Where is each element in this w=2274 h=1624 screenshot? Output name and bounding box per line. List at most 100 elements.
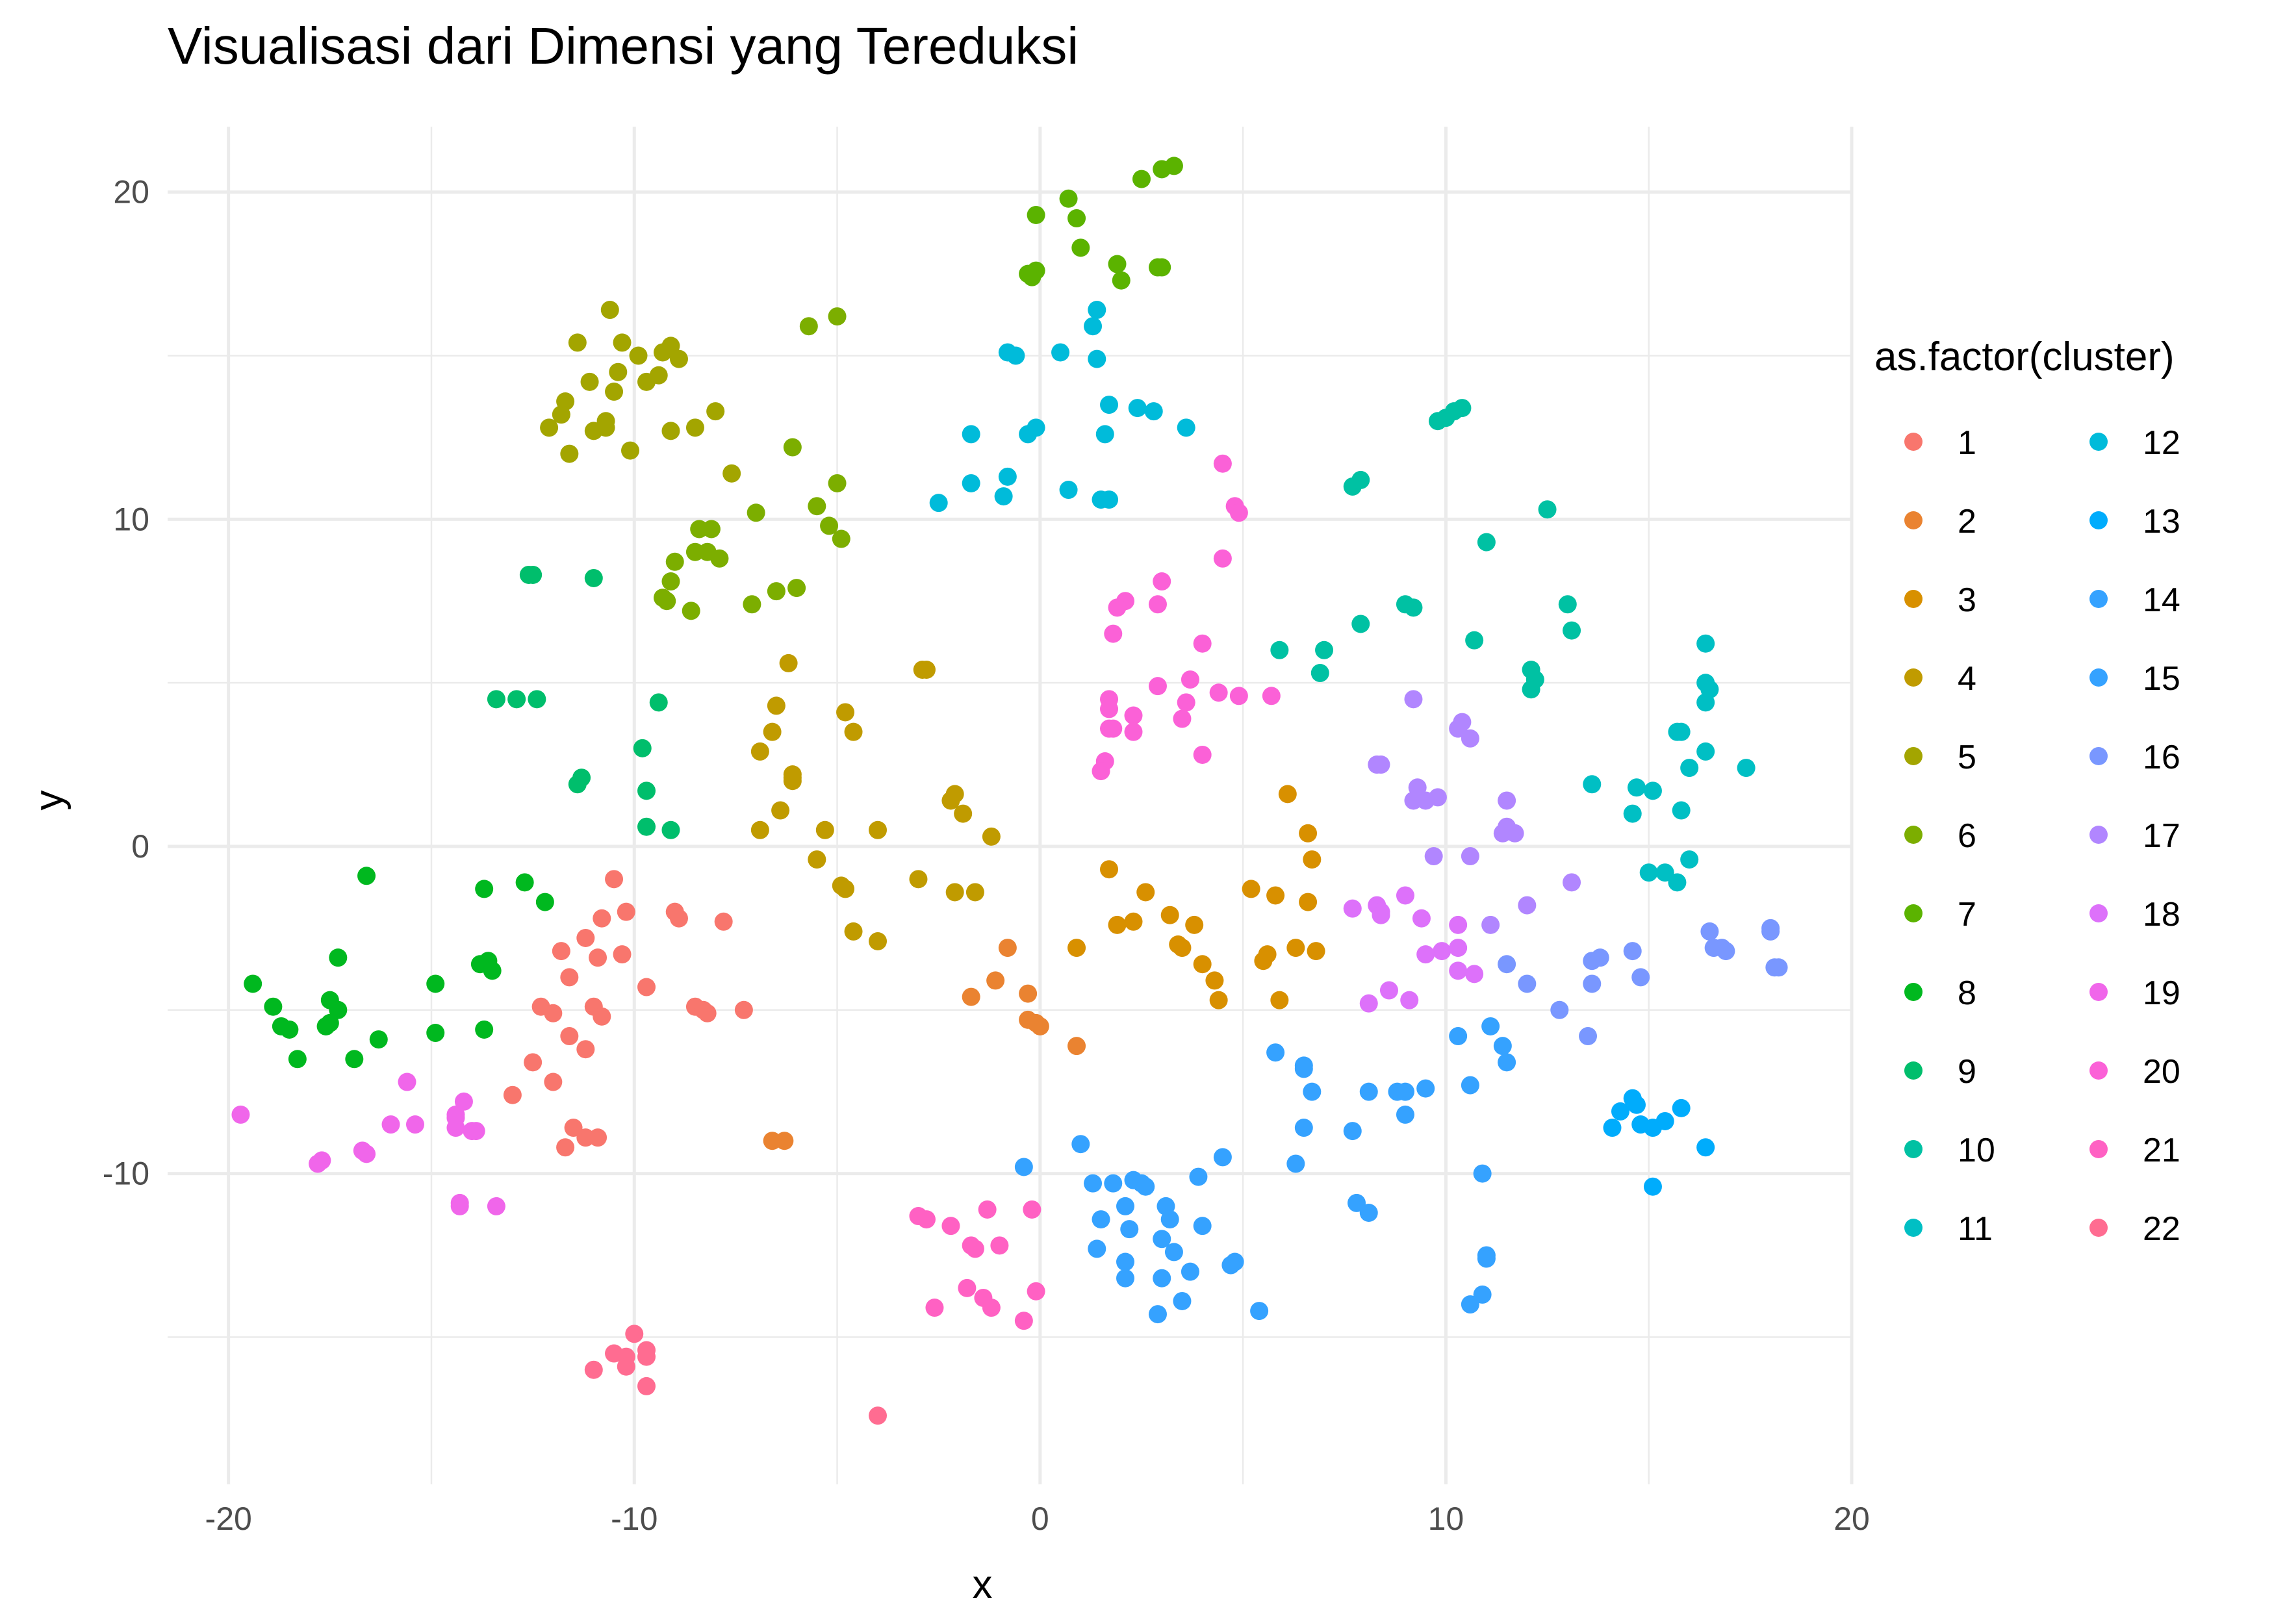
data-point xyxy=(1372,906,1390,924)
y-tick-label: -10 xyxy=(103,1156,149,1192)
data-point xyxy=(1164,157,1183,175)
data-point xyxy=(828,307,847,326)
data-point xyxy=(1014,1312,1033,1330)
data-point xyxy=(1144,402,1163,421)
legend-key xyxy=(1904,511,1923,529)
legend-key xyxy=(1904,1140,1923,1158)
data-point xyxy=(1027,418,1045,437)
data-point xyxy=(450,1193,469,1212)
data-point xyxy=(609,362,628,381)
data-point xyxy=(763,1132,782,1150)
data-point xyxy=(1579,1027,1598,1046)
data-point xyxy=(244,974,262,993)
data-point xyxy=(832,529,850,548)
data-point xyxy=(1071,238,1090,257)
data-point xyxy=(1299,824,1318,843)
data-point xyxy=(584,1360,603,1379)
data-point xyxy=(1059,481,1078,500)
data-point xyxy=(1173,709,1192,728)
data-point xyxy=(820,516,839,535)
data-point xyxy=(1518,974,1537,993)
data-point xyxy=(1213,454,1232,473)
series-22 xyxy=(584,1325,888,1425)
legend-label: 15 xyxy=(2143,660,2180,698)
data-point xyxy=(576,1040,595,1059)
data-point xyxy=(568,333,587,352)
series-7 xyxy=(1019,157,1183,290)
data-point xyxy=(698,1004,717,1022)
data-point xyxy=(990,1236,1009,1255)
data-point xyxy=(1359,994,1378,1013)
data-point xyxy=(1027,205,1045,224)
legend-label: 14 xyxy=(2143,581,2180,619)
data-point xyxy=(808,850,826,869)
data-point xyxy=(1108,255,1127,273)
data-point xyxy=(1148,595,1167,614)
data-point xyxy=(1518,896,1537,915)
data-point xyxy=(617,902,635,921)
data-point xyxy=(1153,1230,1171,1249)
series-14 xyxy=(1014,1017,1516,1324)
data-point xyxy=(1294,1059,1313,1078)
data-point xyxy=(524,1053,543,1072)
data-point xyxy=(1433,942,1451,961)
data-point xyxy=(1449,939,1468,958)
data-point xyxy=(1169,935,1188,954)
data-point xyxy=(1449,1027,1468,1046)
series-2 xyxy=(763,939,1086,1150)
data-point xyxy=(625,1325,644,1343)
series-6 xyxy=(653,307,850,620)
data-point xyxy=(783,772,802,791)
legend-key xyxy=(2089,1219,2108,1237)
y-axis: -10 0 10 20 xyxy=(103,174,149,1192)
series-13 xyxy=(1603,1089,1715,1196)
data-point xyxy=(1672,801,1691,820)
data-point xyxy=(1088,1239,1106,1258)
data-point xyxy=(1498,955,1516,974)
data-point xyxy=(1242,880,1260,898)
data-point xyxy=(1563,621,1581,640)
legend-item-21: 21 xyxy=(2089,1132,2180,1169)
data-point xyxy=(1148,677,1167,696)
series-20 xyxy=(1092,454,1281,781)
data-point xyxy=(945,883,964,902)
data-point xyxy=(1343,899,1362,918)
data-point xyxy=(475,880,494,898)
data-point xyxy=(1303,1082,1322,1101)
legend-label: 1 xyxy=(1958,424,1976,462)
data-point xyxy=(1250,1302,1269,1321)
data-point xyxy=(1193,955,1212,974)
legend-key xyxy=(2089,590,2108,608)
data-point xyxy=(1116,1197,1135,1215)
data-point xyxy=(1696,742,1715,761)
data-point xyxy=(1655,1111,1674,1130)
data-point xyxy=(475,1020,494,1039)
series-17 xyxy=(1368,690,1581,934)
data-point xyxy=(1229,503,1248,522)
data-point xyxy=(1591,948,1609,967)
data-point xyxy=(917,661,936,679)
data-point xyxy=(1173,1291,1192,1310)
data-point xyxy=(750,742,769,761)
data-point xyxy=(1108,598,1127,617)
data-point xyxy=(231,1105,250,1124)
legend-label: 13 xyxy=(2143,503,2180,540)
legend-item-7: 7 xyxy=(1904,896,1976,933)
data-point xyxy=(1128,399,1147,418)
data-point xyxy=(1396,886,1414,905)
legend-label: 20 xyxy=(2143,1053,2180,1091)
data-point xyxy=(1084,317,1103,336)
data-point xyxy=(1550,1000,1569,1019)
data-point xyxy=(962,474,980,492)
data-point xyxy=(1696,634,1715,653)
data-point xyxy=(1205,971,1224,990)
data-point xyxy=(381,1115,400,1134)
legend-item-4: 4 xyxy=(1904,660,1976,698)
data-point xyxy=(1160,1210,1179,1229)
data-point xyxy=(1153,1269,1171,1288)
data-point xyxy=(1737,759,1756,778)
data-point xyxy=(1481,915,1500,934)
data-point xyxy=(466,1122,485,1141)
data-point xyxy=(309,1154,327,1173)
legend-label: 4 xyxy=(1958,660,1976,698)
